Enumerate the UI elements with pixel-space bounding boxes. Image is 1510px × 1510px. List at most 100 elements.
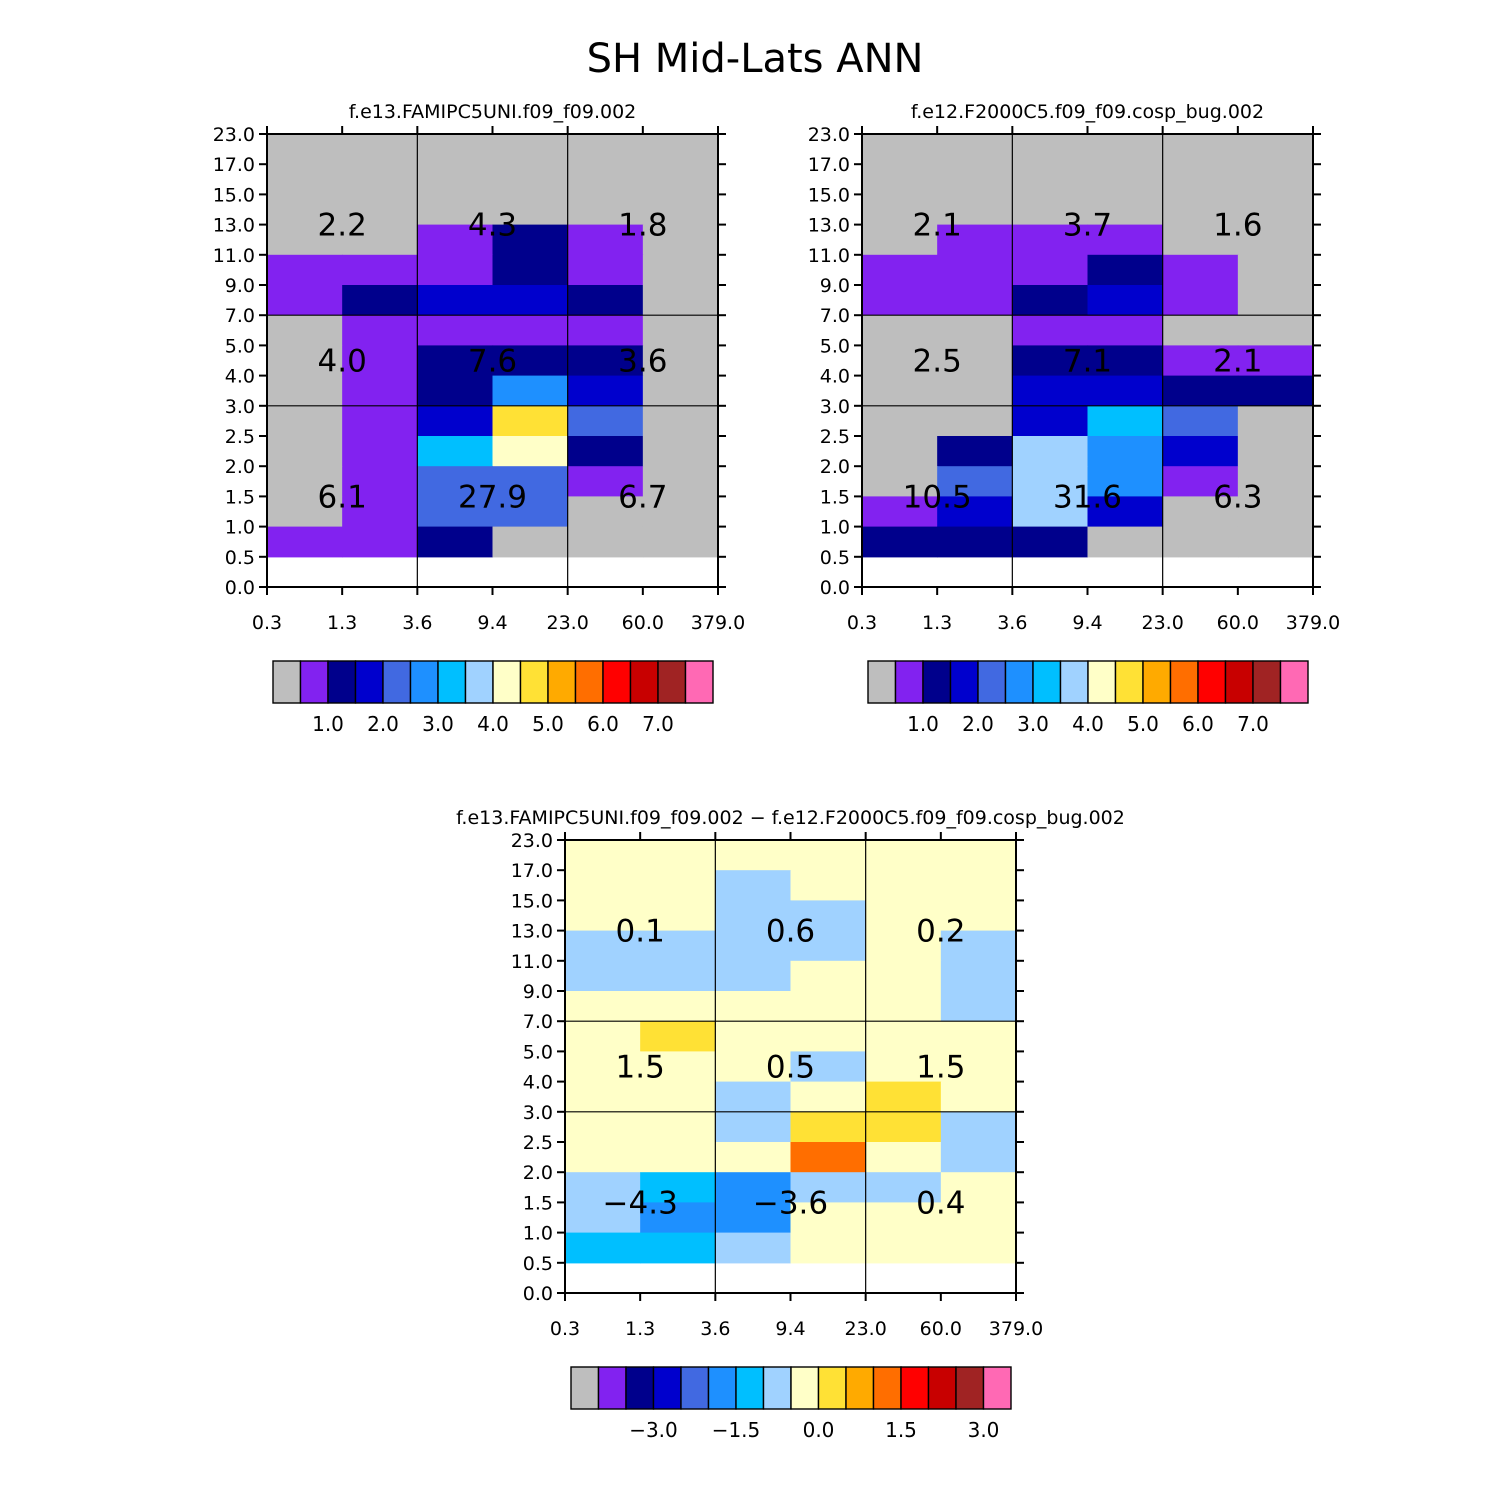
heatmap-cell bbox=[565, 870, 641, 901]
heatmap-cell bbox=[937, 315, 1013, 346]
heatmap-cell bbox=[642, 194, 719, 226]
heatmap-cell bbox=[642, 375, 719, 407]
heatmap-cell bbox=[640, 1081, 716, 1113]
colorbar-label: 2.0 bbox=[962, 712, 994, 736]
heatmap-cell bbox=[567, 496, 644, 528]
heatmap-cell bbox=[267, 224, 343, 256]
colorbar-swatch bbox=[492, 660, 522, 704]
heatmap-cell bbox=[940, 1142, 1017, 1173]
box-value-label: 0.1 bbox=[616, 914, 665, 950]
y-tick-label: 11.0 bbox=[213, 245, 255, 267]
heatmap-cell bbox=[1162, 405, 1239, 437]
heatmap-cell bbox=[862, 466, 938, 497]
colorbar-swatch bbox=[574, 660, 604, 704]
heatmap-cell bbox=[1237, 164, 1314, 195]
y-tick-label: 1.5 bbox=[225, 486, 255, 508]
box-value-label: −4.3 bbox=[603, 1185, 678, 1221]
colorbar-swatch bbox=[1197, 660, 1227, 704]
x-tick-label: 60.0 bbox=[920, 1318, 962, 1340]
heatmap-cell bbox=[940, 1172, 1017, 1203]
box-value-label: 0.4 bbox=[916, 1185, 965, 1221]
y-tick-label: 2.0 bbox=[820, 456, 850, 478]
heatmap-cell bbox=[1012, 285, 1089, 316]
heatmap-cell bbox=[417, 285, 494, 316]
heatmap-cell bbox=[492, 254, 569, 286]
box-value-label: 31.6 bbox=[1053, 479, 1122, 515]
colorbar-label: −3.0 bbox=[629, 1418, 678, 1442]
heatmap-cell bbox=[267, 345, 343, 377]
heatmap-cell bbox=[937, 466, 1013, 497]
heatmap-cell bbox=[567, 134, 644, 165]
colorbar-label: 4.0 bbox=[1072, 712, 1104, 736]
y-tick-label: 7.0 bbox=[523, 1011, 553, 1033]
heatmap-cell bbox=[640, 991, 716, 1022]
x-tick-label: 3.6 bbox=[402, 612, 432, 634]
heatmap-cell bbox=[567, 254, 644, 286]
colorbar-swatch bbox=[657, 660, 687, 704]
heatmap-cell bbox=[342, 254, 418, 286]
heatmap-cell bbox=[492, 285, 569, 316]
box-value-label: 3.6 bbox=[618, 344, 667, 380]
heatmap-cell bbox=[492, 375, 569, 407]
heatmap-cell bbox=[1087, 496, 1164, 528]
box-value-label: 2.5 bbox=[913, 344, 962, 380]
box-value-label: 0.5 bbox=[766, 1050, 815, 1086]
heatmap-cell bbox=[1012, 164, 1089, 195]
heatmap-cell bbox=[567, 436, 644, 467]
heatmap-cell bbox=[417, 405, 494, 437]
y-tick-label: 9.0 bbox=[523, 981, 553, 1003]
y-tick-label: 0.0 bbox=[523, 1283, 553, 1305]
y-tick-label: 3.0 bbox=[225, 396, 255, 418]
heatmap-cell bbox=[862, 254, 938, 286]
colorbar-swatch bbox=[299, 660, 329, 704]
y-tick-label: 15.0 bbox=[808, 184, 850, 206]
heatmap-cell bbox=[862, 134, 938, 165]
y-tick-label: 13.0 bbox=[808, 215, 850, 237]
heatmap-cell bbox=[642, 254, 719, 286]
heatmap-cell bbox=[1087, 526, 1164, 558]
heatmap-cell bbox=[565, 1051, 641, 1083]
x-tick-label: 0.3 bbox=[550, 1318, 580, 1340]
heatmap-cell bbox=[565, 930, 641, 962]
heatmap-cell bbox=[640, 1051, 716, 1083]
y-tick-label: 13.0 bbox=[213, 215, 255, 237]
y-tick-label: 4.0 bbox=[820, 366, 850, 388]
y-tick-label: 9.0 bbox=[225, 275, 255, 297]
heatmap-cell bbox=[640, 1021, 716, 1052]
heatmap-cell bbox=[1012, 526, 1089, 558]
colorbar-swatch bbox=[570, 1366, 600, 1410]
heatmap-cell bbox=[1162, 194, 1239, 226]
heatmap-cell bbox=[565, 991, 641, 1022]
heatmap-cell bbox=[1087, 134, 1164, 165]
panel-title: f.e12.F2000C5.f09_f09.cosp_bug.002 bbox=[911, 101, 1264, 123]
y-tick-label: 0.5 bbox=[820, 547, 850, 569]
colorbar-swatch bbox=[1252, 660, 1282, 704]
heatmap-cell bbox=[567, 224, 644, 256]
heatmap-cell bbox=[492, 345, 569, 377]
heatmap-cell bbox=[1012, 315, 1089, 346]
colorbar-label: 3.0 bbox=[968, 1418, 1000, 1442]
heatmap-cell bbox=[940, 870, 1017, 901]
heatmap-cell bbox=[1237, 224, 1314, 256]
heatmap-cell bbox=[1237, 375, 1314, 407]
box-value-label: 6.1 bbox=[318, 479, 367, 515]
heatmap-cell bbox=[865, 1111, 942, 1143]
heatmap-cell bbox=[267, 194, 343, 226]
x-tick-label: 9.4 bbox=[775, 1318, 805, 1340]
heatmap-cell bbox=[417, 194, 494, 226]
x-tick-label: 0.3 bbox=[847, 612, 877, 634]
heatmap-cell bbox=[565, 1081, 641, 1113]
panel-difference: f.e13.FAMIPC5UNI.f09_f09.002 − f.e12.F20… bbox=[456, 807, 1125, 1442]
heatmap-cell bbox=[565, 1232, 641, 1264]
heatmap-cell bbox=[865, 1051, 942, 1083]
heatmap-cell bbox=[940, 1081, 1017, 1113]
heatmap-cell bbox=[940, 991, 1017, 1022]
heatmap-cell bbox=[715, 900, 792, 932]
heatmap-cell bbox=[492, 164, 569, 195]
heatmap-cell bbox=[937, 526, 1013, 558]
x-tick-label: 3.6 bbox=[997, 612, 1027, 634]
heatmap-cell bbox=[1087, 285, 1164, 316]
colorbar-swatch bbox=[382, 660, 412, 704]
heatmap-cell bbox=[565, 840, 641, 871]
x-tick-label: 60.0 bbox=[622, 612, 664, 634]
